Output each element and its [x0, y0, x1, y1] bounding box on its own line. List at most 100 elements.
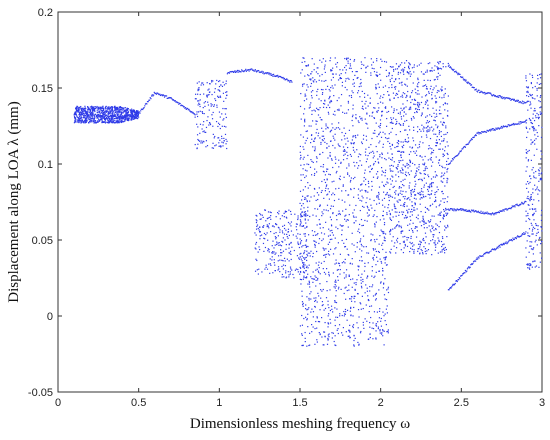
data-point — [269, 263, 271, 265]
data-point — [331, 159, 333, 161]
data-point — [358, 343, 360, 345]
data-point — [478, 89, 480, 91]
data-point — [427, 185, 429, 188]
data-point — [81, 118, 83, 121]
data-point — [403, 69, 405, 71]
data-point — [282, 237, 284, 239]
data-point — [366, 277, 368, 279]
data-point — [531, 233, 533, 235]
data-point — [380, 58, 382, 60]
data-point — [405, 171, 407, 173]
data-point — [179, 102, 181, 105]
data-point — [289, 271, 291, 273]
data-point — [212, 147, 215, 149]
data-point — [85, 117, 87, 119]
data-point — [226, 147, 228, 150]
data-point — [302, 158, 304, 160]
data-point — [468, 142, 470, 144]
data-point — [443, 138, 445, 140]
data-point — [125, 114, 127, 116]
data-point — [347, 226, 349, 228]
data-point — [73, 122, 76, 124]
data-point — [130, 115, 132, 117]
data-point — [393, 70, 395, 72]
data-point — [404, 245, 407, 247]
data-point — [433, 87, 435, 89]
data-point — [380, 262, 383, 264]
data-point — [307, 187, 309, 189]
data-point — [540, 177, 542, 179]
data-point — [170, 97, 172, 99]
data-point — [313, 63, 315, 65]
data-point — [528, 204, 530, 206]
data-point — [515, 204, 517, 206]
data-point — [201, 82, 203, 84]
data-point — [302, 271, 305, 273]
data-point — [242, 70, 244, 72]
data-point — [367, 299, 369, 301]
data-point — [522, 203, 524, 205]
data-point — [395, 215, 397, 217]
data-point — [220, 145, 222, 147]
data-point — [371, 115, 373, 117]
data-point — [316, 161, 318, 163]
data-point — [496, 128, 498, 130]
data-point — [302, 344, 304, 346]
data-point — [383, 294, 386, 296]
data-point — [529, 199, 531, 201]
data-point — [417, 147, 419, 149]
data-point — [121, 108, 123, 110]
data-point — [344, 218, 346, 220]
data-point — [386, 331, 388, 333]
data-point — [417, 83, 419, 85]
data-point — [312, 140, 315, 142]
data-point — [316, 171, 318, 173]
data-point — [304, 120, 306, 122]
data-point — [211, 147, 213, 149]
data-point — [353, 60, 355, 62]
data-point — [323, 248, 325, 250]
data-point — [267, 239, 269, 241]
data-point — [85, 120, 87, 122]
data-point — [472, 136, 475, 139]
data-point — [407, 172, 410, 174]
data-point — [514, 100, 516, 102]
data-point — [515, 100, 517, 102]
data-point — [462, 78, 464, 80]
data-point — [107, 112, 109, 115]
data-point — [383, 185, 385, 188]
data-point — [323, 344, 325, 346]
data-point — [391, 77, 393, 79]
data-point — [109, 114, 112, 117]
data-point — [435, 228, 437, 231]
data-point — [367, 338, 369, 340]
data-point — [203, 130, 205, 132]
data-point — [384, 85, 387, 87]
data-point — [337, 279, 339, 281]
data-point — [500, 244, 502, 246]
data-point — [140, 110, 142, 112]
data-point — [382, 330, 384, 332]
data-point — [388, 86, 390, 89]
data-point — [364, 103, 366, 105]
data-point — [491, 212, 494, 214]
data-point — [491, 128, 494, 130]
data-point — [381, 60, 383, 62]
data-point — [432, 161, 434, 163]
data-point — [505, 208, 507, 210]
data-point — [236, 69, 239, 72]
data-point — [417, 78, 419, 81]
data-point — [342, 334, 344, 336]
data-point — [400, 154, 402, 156]
data-point — [424, 222, 426, 224]
data-point — [384, 137, 387, 139]
data-point — [481, 131, 483, 133]
data-point — [284, 79, 286, 81]
data-point — [387, 140, 389, 143]
data-point — [369, 290, 371, 292]
data-point — [304, 118, 306, 120]
data-point — [273, 247, 275, 249]
data-point — [306, 84, 308, 86]
data-point — [446, 163, 448, 166]
data-point — [100, 107, 102, 109]
